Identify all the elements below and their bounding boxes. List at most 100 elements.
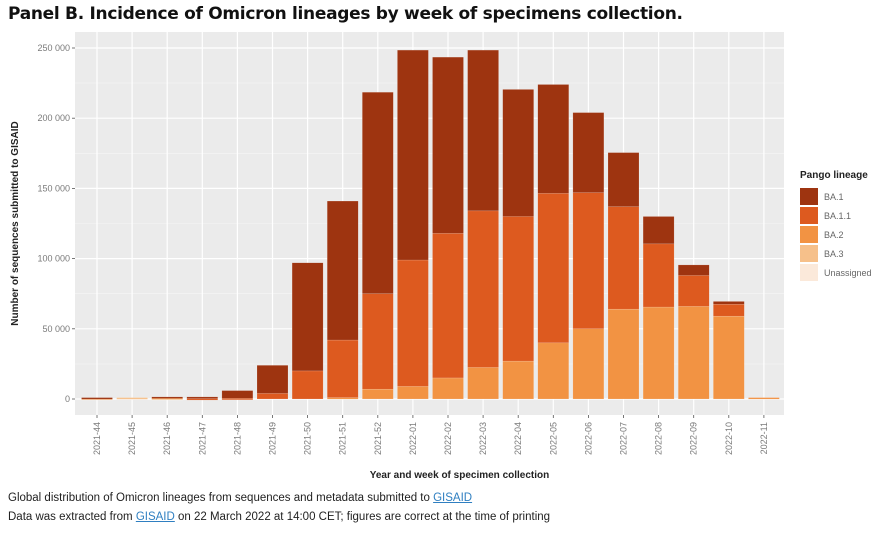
x-tick-label: 2022-09 [689,422,699,455]
footer-line-1: Global distribution of Omicron lineages … [8,492,472,504]
bar-segment-ba-2 [713,315,745,400]
x-tick-label: 2022-02 [443,422,453,455]
legend-swatch [800,226,818,243]
bar-segment-ba-1 [607,152,640,207]
legend-item: BA.3 [800,244,872,263]
legend-item: BA.2 [800,225,872,244]
x-tick-label: 2021-45 [127,422,137,455]
bar-segment-ba-1 [678,264,710,276]
y-tick-label: 100 000 [37,254,70,264]
bar-segment-ba-1 [467,49,499,212]
bar-segment-ba-1 [397,49,429,261]
gisaid-link-1[interactable]: GISAID [433,492,473,504]
legend: Pango lineage BA.1 BA.1.1 BA.2 BA.3 Unassign… [800,170,872,282]
bar-segment-ba-1-1 [572,192,605,330]
bar-segment-ba-1 [151,396,183,399]
x-tick-label: 2021-46 [162,422,172,455]
x-tick-label: 2022-10 [724,422,734,455]
bar-segment-ba-1-1 [221,398,254,400]
bar-segment-ba-1-1 [678,275,710,307]
bar-segment-ba-1 [327,200,359,341]
bar-segment-ba-1 [502,89,534,217]
bar-segment-ba-2 [327,397,359,400]
legend-item: Unassigned [800,263,872,282]
legend-label: BA.1.1 [824,210,852,221]
bar-segment-ba-1 [81,397,113,400]
bar-segment-ba-1 [362,92,394,294]
legend-swatch [800,207,818,224]
bar-segment-ba-2 [362,388,394,400]
x-tick-label: 2022-11 [759,422,769,454]
legend-swatch [800,264,818,281]
bar-segment-ba-2 [467,367,499,400]
x-tick-label: 2022-08 [654,422,664,455]
bar-segment-ba-1 [713,301,745,305]
bar-segment-ba-1 [642,216,675,245]
x-tick-label: 2021-51 [338,422,348,455]
footer-text-2a: Data was extracted from [8,511,136,523]
bar-segment-ba-1 [537,84,569,194]
x-tick-label: 2021-47 [197,422,207,455]
bar-segment-ba-2 [572,328,605,400]
bar-segment-ba-2 [432,377,464,400]
bar-segment-ba-1-1 [397,259,429,387]
x-tick-label: 2021-49 [268,422,278,455]
bar-segment-ba-2 [678,306,710,400]
legend-label: BA.2 [824,229,844,240]
x-tick-label: 2021-52 [373,422,383,455]
chart-title: Panel B. Incidence of Omicron lineages b… [8,4,683,24]
y-tick-label: 200 000 [37,113,70,123]
bar-segment-ba-3 [116,397,148,400]
legend-label: BA.3 [824,248,844,259]
bar-segment-ba-1-1 [713,304,745,317]
x-tick-label: 2022-07 [619,422,629,455]
legend-item: BA.1.1 [800,206,872,225]
x-tick-label: 2022-06 [583,422,593,455]
bar-segment-ba-1-1 [502,216,534,362]
legend-item: BA.1 [800,187,872,206]
bar-segment-ba-1 [256,365,289,394]
bar-segment-ba-1-1 [186,398,219,401]
legend-label: Unassigned [824,267,872,278]
bar-segment-ba-1-1 [291,370,324,400]
bar-segment-ba-1-1 [607,206,640,310]
x-tick-label: 2022-03 [478,422,488,455]
gisaid-link-2[interactable]: GISAID [135,511,175,523]
legend-swatch [800,245,818,262]
bar-segment-ba-2 [537,342,569,400]
bar-segment-ba-1-1 [537,193,569,344]
bar-segment-ba-1-1 [432,233,464,379]
bar-segment-ba-1 [432,56,464,234]
footer-text-1: Global distribution of Omicron lineages … [8,492,434,504]
x-tick-label: 2021-50 [303,422,313,455]
y-tick-label: 250 000 [37,43,70,53]
bar-segment-ba-2 [642,306,675,400]
bar-segment-ba-2 [502,360,534,400]
x-axis-title: Year and week of specimen collection [370,470,550,481]
legend-label: BA.1 [824,191,844,202]
bar-segment-ba-1 [291,262,324,372]
legend-swatch [800,188,818,205]
bar-segment-ba-1-1 [362,293,394,390]
bar-segment-ba-1 [186,396,219,399]
y-tick-label: 50 000 [42,324,70,334]
legend-title: Pango lineage [800,170,868,181]
bar-segment-ba-2 [607,308,640,400]
x-tick-label: 2021-48 [232,422,242,455]
x-tick-label: 2021-44 [92,422,102,455]
footer-line-2: Data was extracted from GISAID on 22 Mar… [8,511,550,523]
bar-segment-ba-1-1 [327,339,359,398]
bar-segment-ba-2 [748,397,780,400]
bar-segment-ba-1-1 [642,243,675,308]
x-tick-label: 2022-01 [408,422,418,455]
y-tick-label: 150 000 [37,183,70,193]
y-tick-label: 0 [65,394,70,404]
x-tick-label: 2022-04 [513,422,523,455]
bar-segment-ba-2 [397,386,429,400]
bar-segment-ba-1-1 [467,210,499,368]
bar-segment-ba-1-1 [256,393,289,400]
bar-segment-ba-1 [221,390,254,399]
footer-text-2b: on 22 March 2022 at 14:00 CET; figures a… [174,511,551,523]
y-axis-title: Number of sequences submitted to GISAID [10,121,21,325]
